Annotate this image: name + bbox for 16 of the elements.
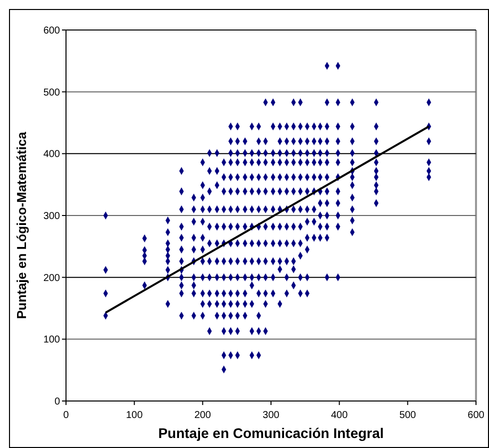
y-tick-label: 400 [43, 149, 60, 160]
x-tick-label: 0 [63, 410, 70, 421]
y-tick-label: 300 [43, 211, 60, 222]
x-tick-label: 200 [194, 410, 212, 421]
x-axis-title: Puntaje en Comunicación Integral [158, 425, 384, 441]
x-tick-label: 500 [399, 410, 416, 421]
y-tick-label: 500 [43, 87, 60, 98]
y-tick-label: 200 [43, 272, 60, 284]
y-tick-label: 600 [43, 26, 60, 36]
x-tick-label: 400 [330, 410, 348, 421]
x-tick-label: 600 [468, 410, 485, 421]
y-tick-label: 0 [54, 396, 60, 408]
y-axis-title: Puntaje en Lógico-Matemática [14, 131, 29, 320]
x-tick-label: 100 [126, 410, 144, 421]
x-tick-label: 300 [262, 410, 280, 421]
y-tick-label: 100 [43, 334, 60, 346]
